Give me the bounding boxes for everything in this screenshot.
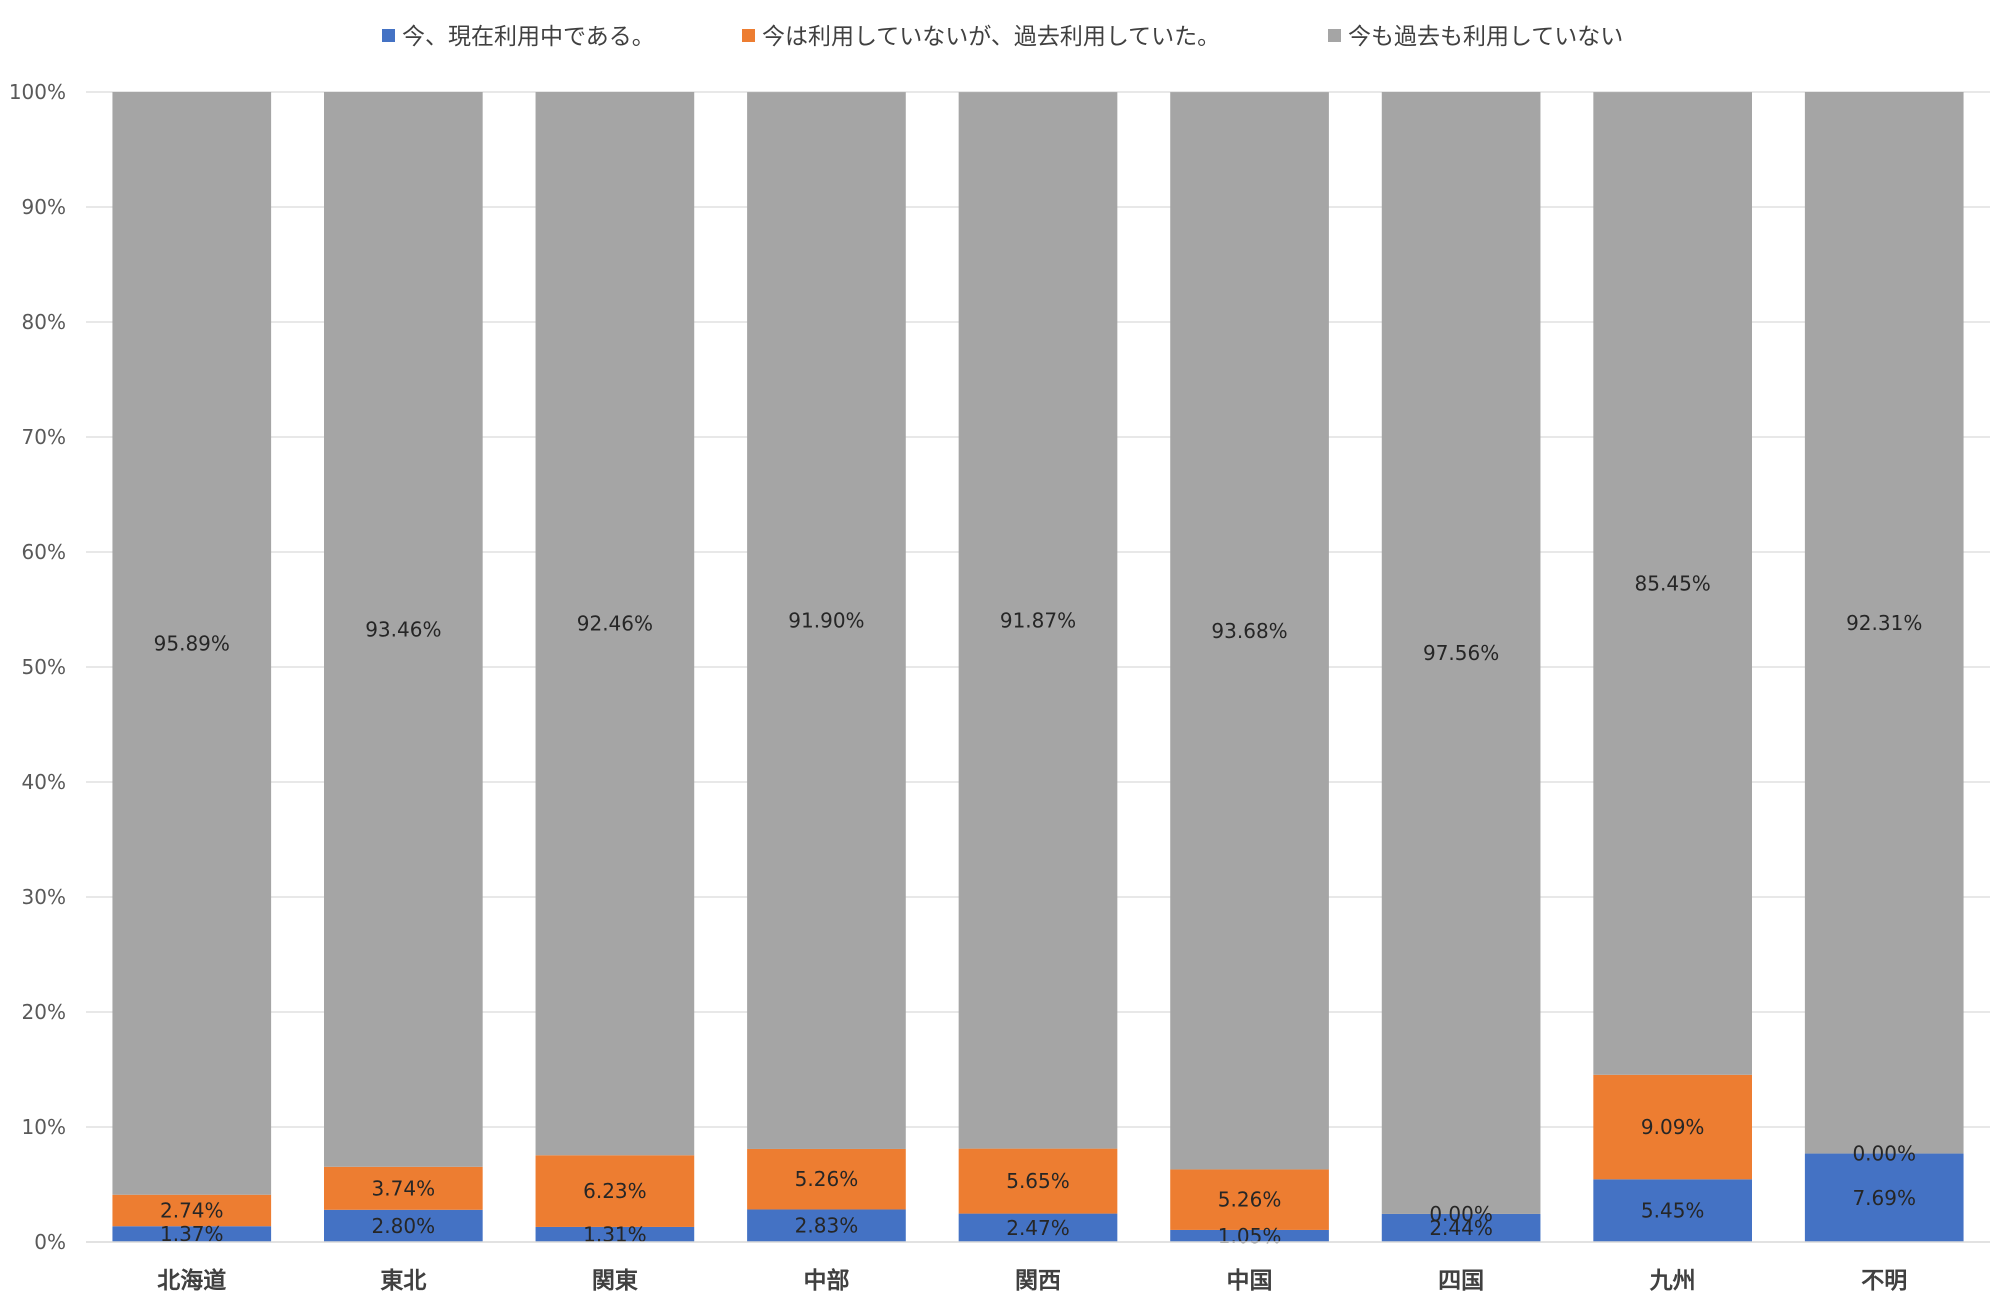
- bar-segment: [1804, 1153, 1964, 1242]
- y-tick-label: 70%: [22, 425, 66, 449]
- data-label: 1.05%: [1218, 1224, 1282, 1248]
- bar-segment: [747, 1148, 906, 1210]
- bar-segment: [535, 1155, 695, 1227]
- data-label: 5.45%: [1641, 1199, 1705, 1223]
- y-tick-label: 80%: [22, 310, 66, 334]
- x-tick-label: 東北: [380, 1268, 426, 1294]
- bar-segment: [1593, 1074, 1752, 1180]
- legend-label: 今、現在利用中である。: [402, 24, 655, 50]
- data-label: 92.31%: [1846, 611, 1922, 635]
- data-label: 3.74%: [372, 1176, 436, 1200]
- bar-segment: [112, 1194, 272, 1227]
- bar-segment: [112, 92, 272, 1195]
- data-label: 6.23%: [583, 1179, 647, 1203]
- data-label: 2.47%: [1006, 1216, 1070, 1240]
- axes: 0% 10% 20% 30% 40% 50% 60% 70% 80% 90% 100% 北海道 東北 関東…: [9, 80, 1990, 1294]
- data-label: 93.68%: [1211, 619, 1287, 643]
- data-label: 0.00%: [1852, 1142, 1916, 1166]
- bar-segment: [112, 1226, 272, 1242]
- y-tick-label: 60%: [22, 540, 66, 564]
- y-tick-label: 30%: [22, 885, 66, 909]
- data-label: 5.65%: [1006, 1169, 1070, 1193]
- data-label: 2.74%: [160, 1198, 224, 1222]
- y-tick-label: 20%: [22, 1000, 66, 1024]
- legend-label: 今は利用していないが、過去利用していた。: [762, 24, 1220, 50]
- bar-segment: [958, 1213, 1118, 1242]
- data-labels: 1.37%2.74%95.89%2.80%3.74%93.46%1.31%6.2…: [154, 571, 1923, 1248]
- x-tick-label: 関西: [1015, 1268, 1061, 1294]
- legend-swatch: [742, 29, 755, 42]
- bar-segment: [747, 1209, 906, 1242]
- bar-segment: [1170, 1229, 1329, 1242]
- data-label: 93.46%: [365, 617, 441, 641]
- legend-label: 今も過去も利用していない: [1348, 24, 1623, 50]
- data-label: 1.31%: [583, 1222, 647, 1246]
- bars: [112, 92, 1964, 1242]
- bar-segment: [1593, 92, 1752, 1075]
- bar-segment: [1593, 1179, 1752, 1242]
- data-label: 91.87%: [1000, 608, 1076, 632]
- y-tick-label: 50%: [22, 655, 66, 679]
- bar-segment: [747, 92, 906, 1149]
- legend: 今、現在利用中である。 今は利用していないが、過去利用していた。 今も過去も利用して…: [382, 24, 1623, 50]
- data-label: 7.69%: [1852, 1186, 1916, 1210]
- x-tick-label: 不明: [1861, 1268, 1907, 1294]
- bar-segment: [324, 92, 483, 1167]
- y-tick-label: 100%: [9, 80, 66, 104]
- bar-segment: [535, 1226, 695, 1242]
- x-tick-label: 北海道: [157, 1267, 226, 1294]
- y-tick-label: 90%: [22, 195, 66, 219]
- bar-segment: [324, 1166, 483, 1210]
- bar-segment: [1804, 92, 1964, 1154]
- data-label: 0.00%: [1429, 1202, 1493, 1226]
- data-label: 95.89%: [154, 631, 230, 655]
- y-tick-label: 10%: [22, 1115, 66, 1139]
- data-label: 92.46%: [577, 612, 653, 636]
- data-label: 2.44%: [1429, 1216, 1493, 1240]
- bar-segment: [324, 1209, 483, 1242]
- y-tick-label: 0%: [34, 1230, 66, 1254]
- data-label: 97.56%: [1423, 641, 1499, 665]
- legend-swatch: [1328, 29, 1341, 42]
- data-label: 85.45%: [1635, 571, 1711, 595]
- data-label: 5.26%: [1218, 1188, 1282, 1212]
- data-label: 91.90%: [788, 609, 864, 633]
- y-tick-label: 40%: [22, 770, 66, 794]
- x-tick-label: 四国: [1438, 1268, 1484, 1294]
- x-tick-label: 中部: [803, 1267, 849, 1294]
- x-tick-label: 九州: [1649, 1268, 1696, 1294]
- data-label: 5.26%: [795, 1167, 859, 1191]
- bar-segment: [1381, 1213, 1541, 1242]
- bar-segment: [535, 92, 695, 1156]
- legend-swatch: [382, 29, 395, 42]
- x-tick-label: 関東: [592, 1268, 638, 1294]
- data-label: 9.09%: [1641, 1115, 1705, 1139]
- bar-segment: [1381, 92, 1541, 1214]
- bar-segment: [958, 92, 1118, 1149]
- data-label: 2.83%: [795, 1214, 859, 1238]
- x-tick-label: 中国: [1227, 1268, 1273, 1294]
- bar-segment: [958, 1148, 1118, 1214]
- bar-segment: [1170, 1169, 1329, 1230]
- bar-segment: [1170, 92, 1329, 1170]
- data-label: 2.80%: [372, 1214, 436, 1238]
